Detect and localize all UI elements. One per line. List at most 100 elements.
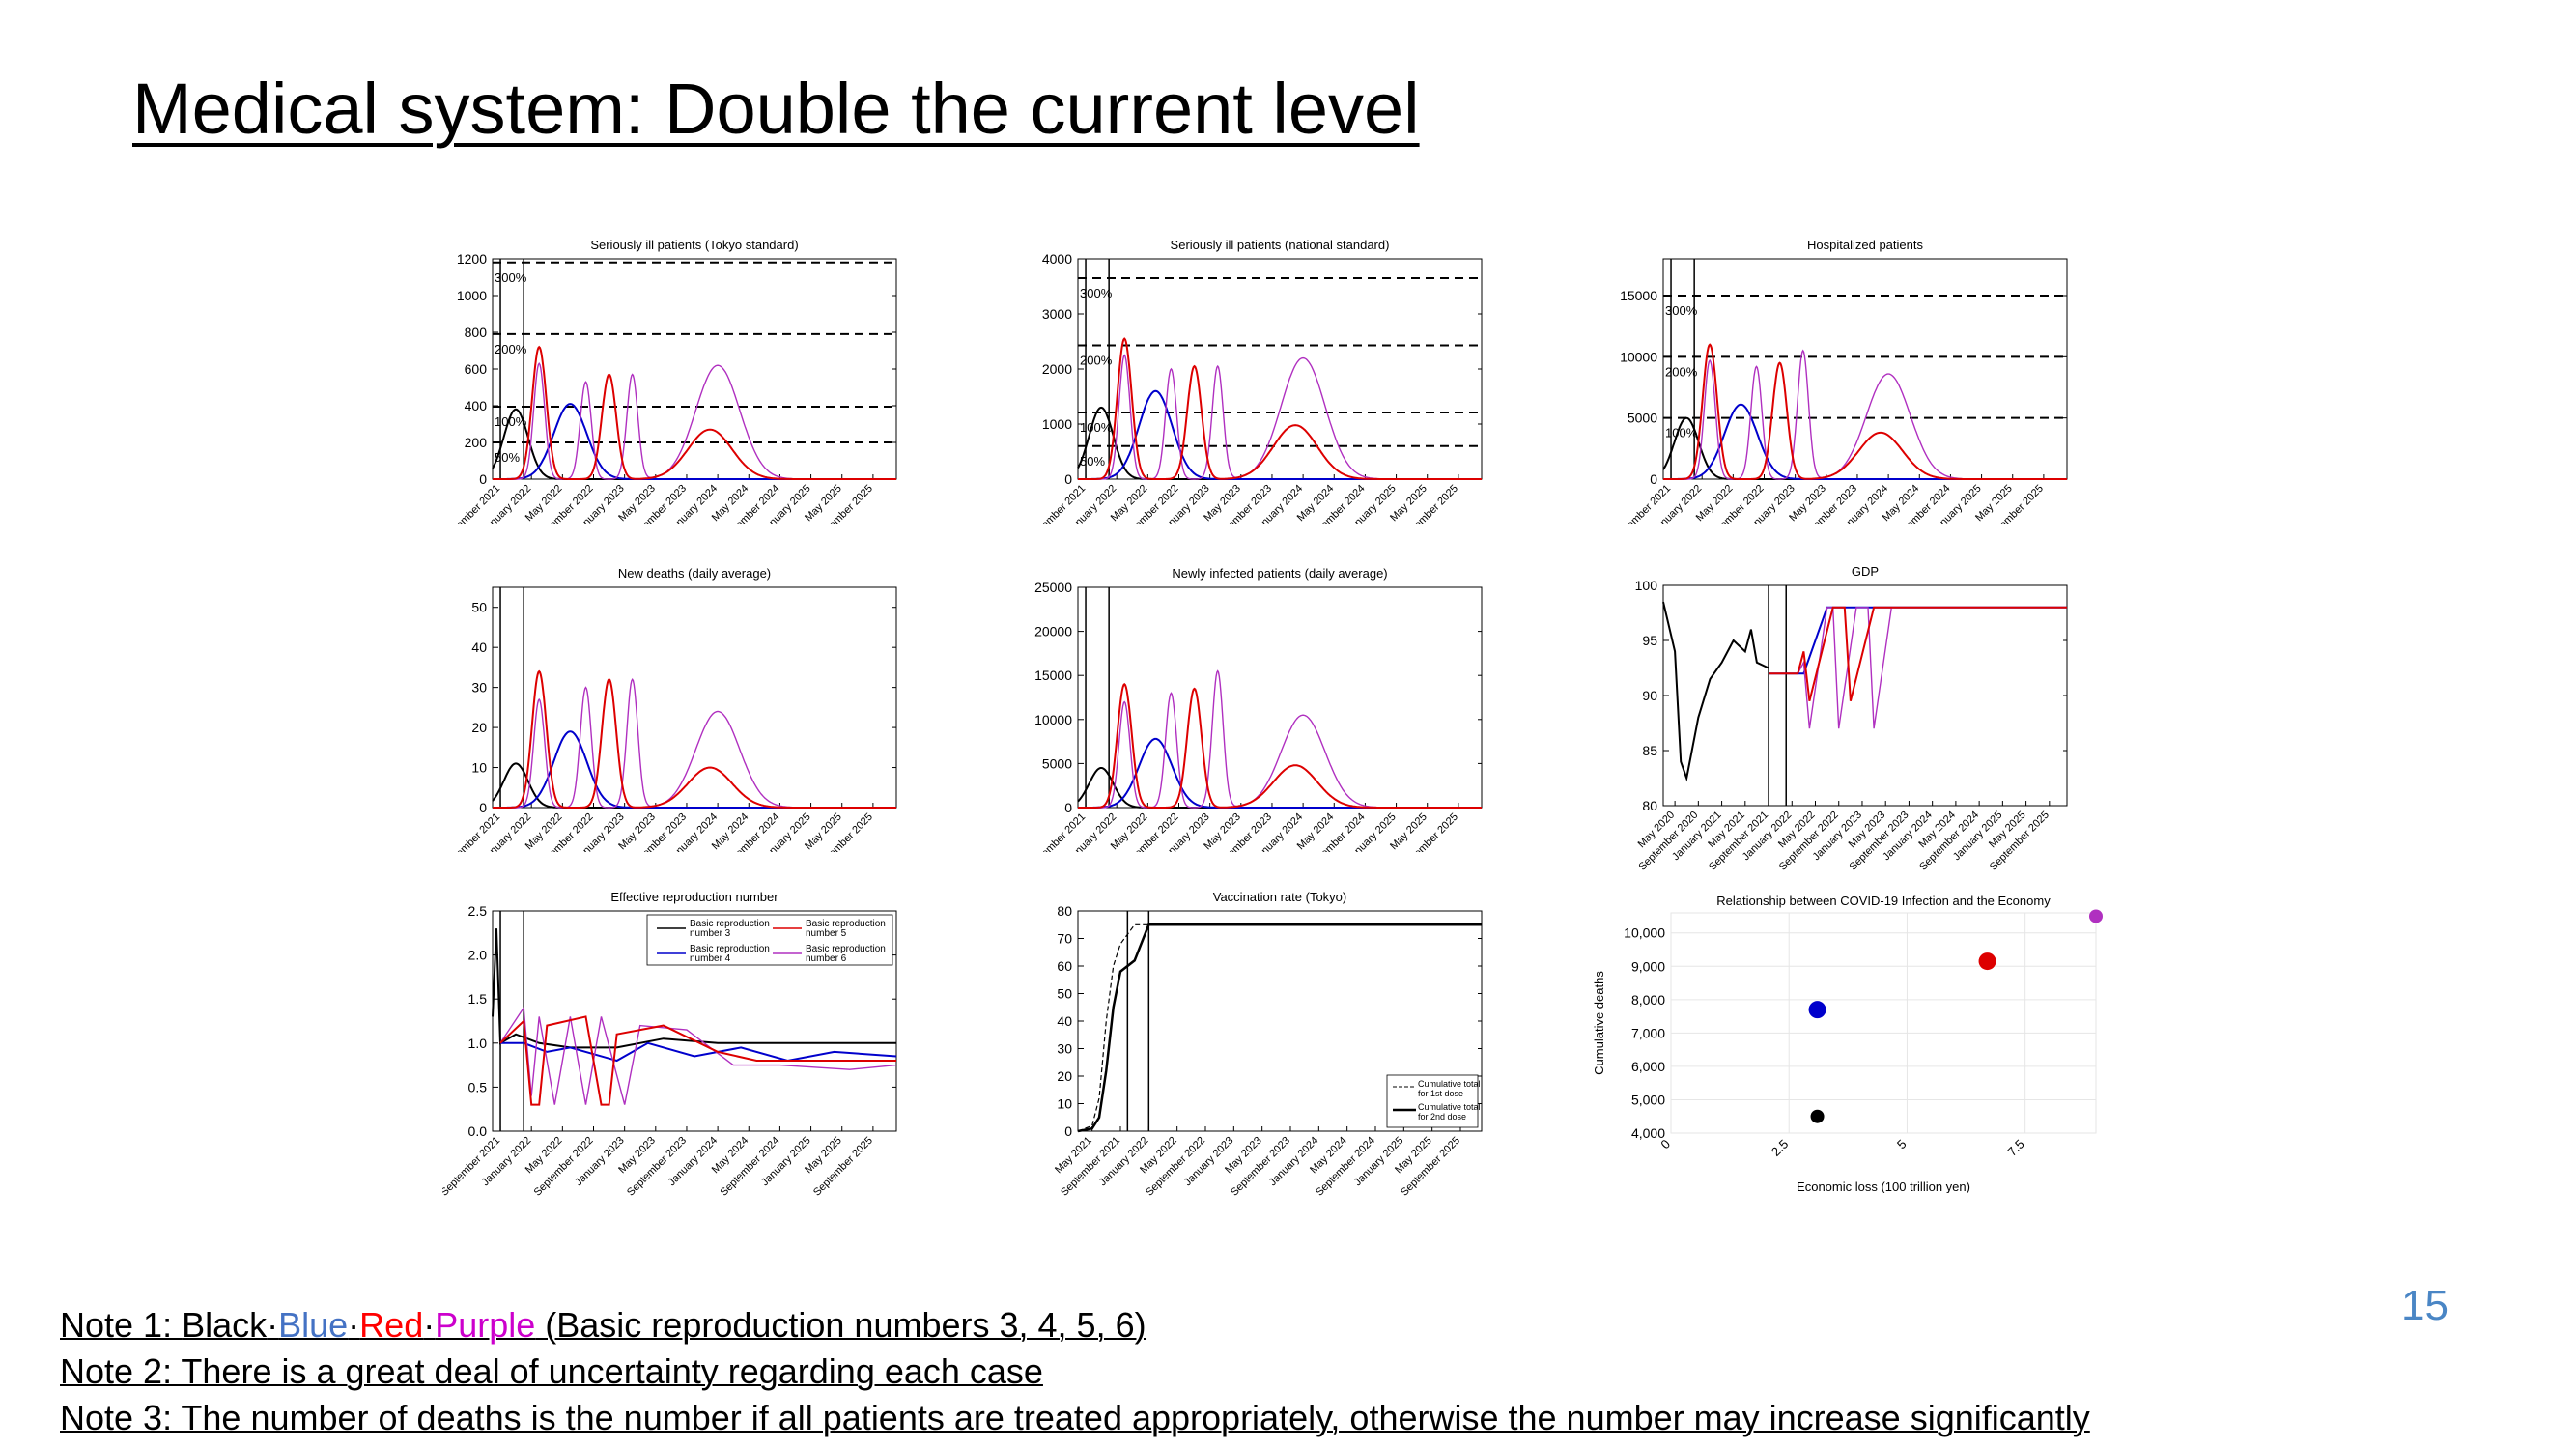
chart-new-infected: Newly infected patients (daily average) 0… — [1028, 553, 1511, 852]
y-tick-label: 10,000 — [1624, 925, 1665, 941]
y-tick-label: 60 — [1057, 958, 1072, 974]
y-tick-label: 0 — [1650, 471, 1657, 487]
y-tick-label: 0 — [1064, 800, 1072, 815]
threshold-label: 100% — [495, 414, 527, 429]
legend-label: Basic reproduction — [806, 944, 886, 954]
y-axis-label: Cumulative deaths — [1592, 971, 1606, 1075]
legend-label: Cumulative total — [1418, 1079, 1481, 1089]
plot-frame — [1077, 586, 1483, 809]
plot-frame — [1077, 258, 1483, 480]
y-tick-label: 5000 — [1628, 411, 1657, 426]
series-r5 — [1663, 343, 2067, 480]
chart-svg: Hospitalized patients050001000015000Sept… — [1613, 238, 2068, 524]
y-tick-label: 1200 — [457, 251, 487, 267]
x-tick-label: 2.5 — [1769, 1137, 1791, 1159]
chart-title: Relationship between COVID-19 Infection … — [1716, 894, 2051, 908]
y-tick-label: 400 — [465, 398, 488, 413]
y-tick-label: 2.5 — [468, 903, 488, 919]
chart-vaccination: Vaccination rate (Tokyo) 0 10 20 30 40 50 60 70 8… — [1028, 884, 1511, 1212]
series-r5 — [499, 1015, 896, 1106]
chart-tokyo-severe: Seriously ill patients (Tokyo standard) 0… — [442, 224, 925, 524]
y-tick-label: 10 — [471, 760, 487, 776]
legend-label: Basic reproduction — [690, 944, 770, 954]
note-2: Note 2: There is a great deal of uncerta… — [60, 1351, 1043, 1391]
y-tick-label: 9,000 — [1631, 958, 1665, 974]
y-tick-label: 10 — [1057, 1096, 1072, 1112]
chart-infection-economy: Relationship between COVID-19 Infection … — [1574, 884, 2125, 1193]
y-tick-label: 95 — [1642, 633, 1657, 648]
note-1-prefix: Note 1: — [60, 1305, 183, 1345]
legend-label: for 2nd dose — [1418, 1112, 1466, 1122]
y-tick-label: 20 — [471, 720, 487, 735]
y-tick-label: 1000 — [457, 288, 487, 303]
y-tick-label: 1.5 — [468, 991, 488, 1007]
series-r6 — [499, 1006, 897, 1105]
y-tick-label: 10000 — [1620, 349, 1657, 364]
chart-svg: Effective reproduction number 0.0 0.5 1.0 1.… — [442, 890, 897, 1199]
chart-title: GDP — [1852, 564, 1879, 579]
threshold-label: 200% — [495, 342, 527, 356]
chart-svg: Relationship between COVID-19 Infection … — [1592, 894, 2103, 1193]
chart-svg: Newly infected patients (daily average) 0… — [1028, 566, 1483, 852]
chart-svg: Vaccination rate (Tokyo) 0 10 20 30 40 50 60 70 8… — [1053, 890, 1483, 1199]
plot-frame — [492, 586, 897, 809]
y-tick-label: 30 — [1057, 1041, 1072, 1057]
slide-title: Medical system: Double the current level — [132, 69, 1420, 149]
legend-box — [646, 914, 893, 966]
y-tick-label: 5000 — [1042, 755, 1072, 771]
y-tick-label: 100 — [1635, 578, 1658, 593]
threshold-label: 300% — [1080, 286, 1113, 300]
point-r4 — [1808, 1001, 1826, 1019]
series-r5 — [493, 669, 896, 809]
legend-label: number 4 — [690, 953, 731, 964]
threshold-label: 200% — [1665, 364, 1698, 379]
note-1-suffix: (Basic reproduction numbers 3, 4, 5, 6) — [535, 1305, 1146, 1345]
x-tick-label: 7.5 — [2004, 1137, 2026, 1159]
y-tick-label: 20000 — [1034, 624, 1072, 639]
note-1-blue: Blue — [278, 1305, 349, 1345]
chart-title: Seriously ill patients (Tokyo standard) — [590, 238, 798, 252]
y-tick-label: 0 — [1064, 471, 1072, 487]
y-tick-label: 7,000 — [1631, 1025, 1665, 1040]
chart-title: Effective reproduction number — [610, 890, 778, 904]
legend-label: for 1st dose — [1418, 1089, 1463, 1098]
y-tick-label: 4,000 — [1631, 1125, 1665, 1141]
legend-label: Basic reproduction — [806, 919, 886, 929]
y-tick-label: 4000 — [1042, 251, 1072, 267]
y-tick-label: 40 — [1057, 1013, 1072, 1029]
chart-title: Hospitalized patients — [1807, 238, 1923, 252]
y-tick-label: 70 — [1057, 931, 1072, 947]
note-1-sep: · — [267, 1305, 279, 1345]
x-tick-label: 0 — [1657, 1137, 1673, 1152]
x-tick-label: September 2025 — [811, 1135, 875, 1199]
y-tick-label: 0 — [1064, 1123, 1072, 1139]
y-tick-label: 200 — [465, 435, 488, 450]
y-tick-label: 85 — [1642, 743, 1657, 758]
threshold-label: 300% — [1665, 303, 1698, 318]
page-number: 15 — [2401, 1282, 2449, 1329]
y-tick-label: 2.0 — [468, 948, 488, 963]
note-1-red: Red — [359, 1305, 424, 1345]
threshold-label: 100% — [1665, 426, 1698, 440]
y-tick-label: 10000 — [1034, 712, 1072, 727]
y-tick-label: 0 — [479, 471, 487, 487]
y-tick-label: 8,000 — [1631, 992, 1665, 1008]
y-tick-label: 800 — [465, 325, 488, 340]
chart-title: Seriously ill patients (national standar… — [1171, 238, 1390, 252]
legend-label: number 5 — [806, 928, 847, 939]
note-1: Note 1: Black·Blue·Red·Purple (Basic rep… — [60, 1302, 2090, 1349]
y-tick-label: 90 — [1642, 688, 1657, 703]
y-tick-label: 1.0 — [468, 1036, 488, 1051]
y-tick-label: 15000 — [1620, 288, 1657, 303]
series-dose1 — [1077, 923, 1482, 1132]
point-r6 — [2089, 909, 2103, 923]
note-1-sep: · — [423, 1305, 436, 1345]
chart-hospitalized: Hospitalized patients 0 5000 10000 15000 Sept… — [1613, 224, 2096, 524]
y-tick-label: 600 — [465, 361, 488, 377]
y-tick-label: 6,000 — [1631, 1059, 1665, 1074]
chart-new-deaths: New deaths (daily average) 0 10 20 30 40 50 Sep… — [442, 553, 925, 852]
y-tick-label: 80 — [1642, 798, 1657, 813]
